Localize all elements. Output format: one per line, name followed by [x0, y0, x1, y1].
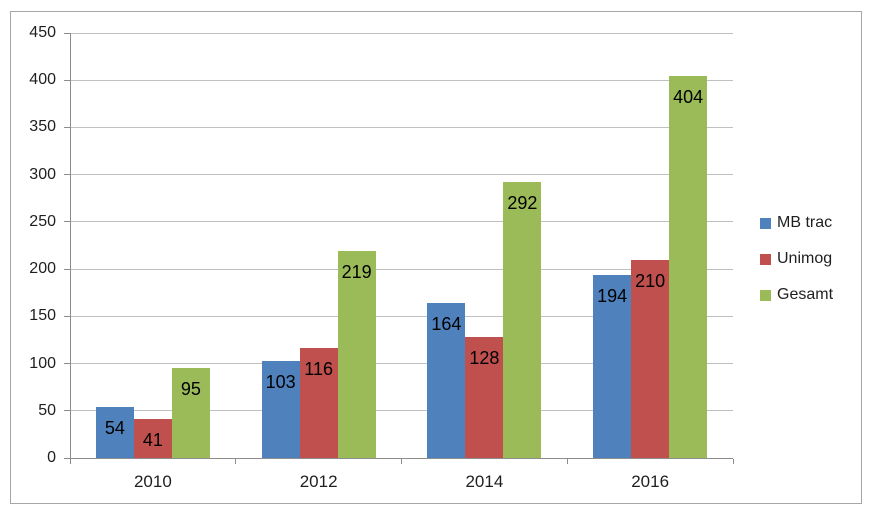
bar-gesamt-2014: [503, 182, 542, 458]
legend-item-unimog: Unimog: [760, 241, 833, 277]
y-axis-line: [70, 33, 71, 459]
x-axis-category-label-2016: 2016: [631, 472, 670, 491]
bar-mb-trac-2010: [95, 407, 134, 458]
x-axis-line: [70, 458, 733, 459]
gridline-250: [70, 221, 733, 223]
legend-swatch-gesamt: [760, 289, 771, 301]
y-axis-tick-label: 250: [29, 212, 56, 230]
y-axis-tick-label: 150: [29, 307, 56, 325]
legend-item-gesamt: Gesamt: [760, 277, 833, 313]
y-axis-tick: [64, 32, 70, 34]
bar-value-label-unimog-2010: 41: [142, 430, 163, 451]
gridline-100: [70, 363, 733, 365]
gridline-450: [70, 32, 733, 34]
bar-gesamt-2016: [669, 76, 708, 458]
bar-value-label-mb-trac-2016: 194: [597, 285, 628, 306]
y-axis-tick: [64, 410, 70, 412]
bar-unimog-2012: [299, 348, 338, 458]
gridline-200: [70, 268, 733, 270]
y-axis-tick: [64, 363, 70, 365]
y-axis-tick-label: 350: [29, 118, 56, 136]
bar-value-label-gesamt-2012: 219: [341, 262, 372, 283]
x-axis-tick: [566, 459, 568, 464]
bar-mb-trac-2016: [593, 274, 632, 458]
y-axis-tick: [64, 174, 70, 176]
bar-value-label-gesamt-2016: 404: [673, 87, 704, 108]
y-axis-tick-label: 200: [29, 260, 56, 278]
y-axis-tick: [64, 268, 70, 270]
bar-value-label-gesamt-2010: 95: [180, 379, 201, 400]
bar-unimog-2010: [133, 419, 172, 458]
y-axis-tick-label: 50: [38, 401, 56, 419]
x-axis-tick: [69, 459, 71, 464]
x-axis-tick: [732, 459, 734, 464]
bar-value-label-mb-trac-2014: 164: [431, 314, 462, 335]
legend-item-mb-trac: MB trac: [760, 205, 833, 241]
legend-swatch-mb-trac: [760, 217, 771, 229]
x-axis-category-label-2014: 2014: [465, 472, 504, 491]
y-axis-tick: [64, 457, 70, 459]
legend-swatch-unimog: [760, 253, 771, 265]
y-axis-tick-label: 400: [29, 71, 56, 89]
gridline-150: [70, 315, 733, 317]
y-axis-tick-label: 300: [29, 165, 56, 183]
legend-label-unimog: Unimog: [777, 250, 833, 267]
x-axis-category-label-2010: 2010: [133, 472, 172, 491]
bar-gesamt-2010: [171, 368, 210, 458]
y-axis-tick: [64, 126, 70, 128]
bar-value-label-unimog-2016: 210: [635, 270, 666, 291]
gridline-400: [70, 79, 733, 81]
bar-mb-trac-2012: [261, 360, 300, 458]
legend-label-gesamt: Gesamt: [777, 286, 834, 303]
y-axis-tick-label: 0: [47, 449, 56, 466]
gridline-350: [70, 126, 733, 128]
bar-value-label-unimog-2012: 116: [304, 359, 333, 380]
y-axis-tick: [64, 315, 70, 317]
legend: MB trac Unimog Gesamt: [760, 205, 833, 313]
bar-unimog-2014: [465, 337, 504, 458]
bar-gesamt-2012: [337, 251, 376, 458]
gridline-50: [70, 410, 733, 412]
y-axis-tick: [64, 221, 70, 223]
bar-unimog-2016: [631, 259, 670, 458]
x-axis-tick: [401, 459, 402, 464]
bar-mb-trac-2014: [427, 303, 466, 458]
bar-value-label-unimog-2014: 128: [469, 348, 500, 369]
bar-value-label-mb-trac-2012: 103: [265, 371, 296, 392]
legend-label-mb-trac: MB trac: [777, 214, 833, 231]
y-axis-tick: [64, 79, 70, 81]
y-axis-tick-label: 100: [29, 354, 56, 372]
bar-value-label-gesamt-2014: 292: [507, 193, 538, 214]
x-axis-tick: [235, 459, 237, 464]
gridline-300: [70, 174, 733, 176]
bar-value-label-mb-trac-2010: 54: [104, 418, 125, 438]
y-axis-tick-label: 450: [29, 24, 56, 41]
x-axis-category-label-2012: 2012: [299, 472, 338, 491]
